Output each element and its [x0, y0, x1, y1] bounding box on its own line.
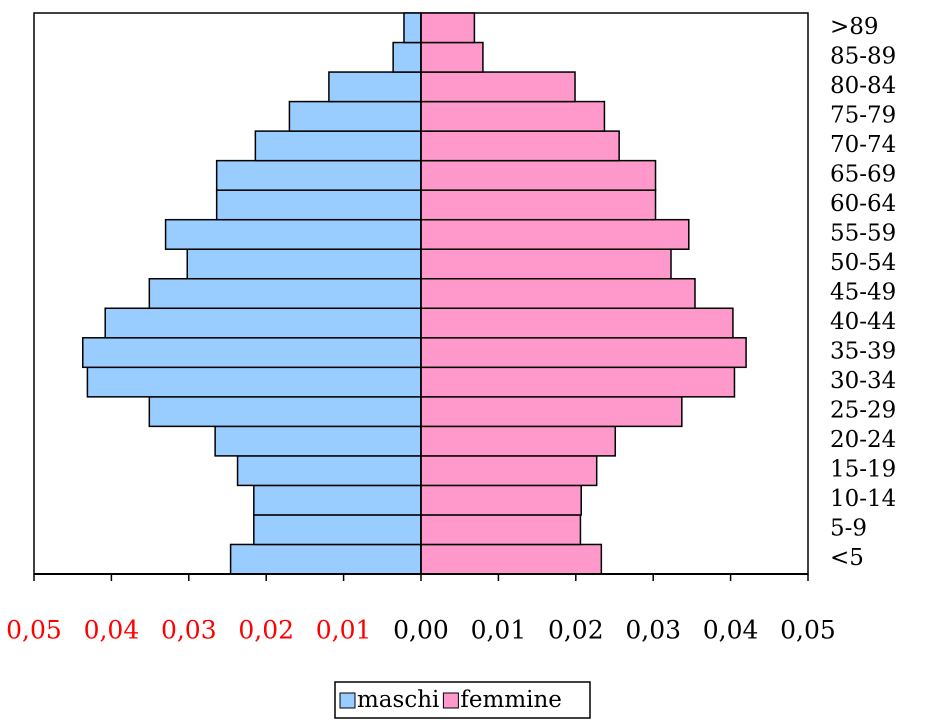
bar: [420, 277, 696, 310]
category-label: 20-24: [830, 427, 896, 453]
legend-swatch: [339, 692, 356, 709]
bar: [420, 307, 734, 339]
category-label: 60-64: [830, 191, 896, 217]
category-label: 5-9: [830, 516, 867, 542]
bar: [82, 337, 422, 369]
bar: [420, 159, 657, 191]
bar: [148, 396, 422, 428]
bar: [420, 100, 606, 132]
bar: [420, 337, 747, 369]
bar: [148, 277, 422, 310]
x-tick-label: 0,03: [625, 616, 681, 645]
bar: [254, 130, 422, 162]
bar: [420, 218, 690, 250]
category-label: 45-49: [830, 280, 896, 306]
bar: [86, 366, 422, 398]
x-tick-label: 0,02: [548, 616, 604, 645]
bar: [420, 543, 603, 575]
bar: [214, 425, 422, 457]
bar: [215, 189, 422, 221]
bar: [288, 100, 422, 132]
bar: [253, 484, 422, 516]
category-label: 35-39: [830, 339, 896, 365]
bar: [420, 71, 576, 103]
x-tick-label: 0,01: [316, 616, 372, 645]
x-tick-label: 0,03: [161, 616, 217, 645]
bar: [420, 514, 582, 546]
bar: [229, 543, 422, 575]
bar: [420, 396, 683, 428]
bar: [420, 189, 657, 221]
bar: [236, 455, 422, 487]
x-tick-label: 0,04: [84, 616, 140, 645]
category-label: 15-19: [830, 457, 896, 483]
category-label: 10-14: [830, 486, 896, 512]
bar: [392, 41, 422, 73]
bar: [420, 484, 582, 516]
bar: [164, 218, 422, 250]
category-label: 70-74: [830, 132, 896, 158]
bar: [104, 307, 422, 339]
bar: [403, 12, 422, 44]
x-tick-label: 0,04: [703, 616, 759, 645]
bar: [215, 159, 422, 191]
x-tick-label: 0,01: [471, 616, 527, 645]
category-label: 65-69: [830, 161, 896, 187]
bar: [186, 248, 422, 280]
bar: [420, 41, 484, 73]
legend-box: [334, 681, 591, 719]
category-label: 30-34: [830, 368, 896, 394]
category-label: 50-54: [830, 250, 896, 276]
category-label: 25-29: [830, 398, 896, 424]
bar: [420, 12, 476, 44]
legend-label: femmine: [460, 687, 562, 713]
x-tick-label: 0,05: [780, 616, 836, 645]
x-tick-label: 0,02: [238, 616, 294, 645]
category-label: 80-84: [830, 73, 896, 99]
bar: [420, 130, 620, 162]
category-label: <5: [830, 545, 864, 571]
x-tick-label: 0,00: [393, 616, 449, 645]
bar: [420, 366, 736, 398]
category-label: 55-59: [830, 220, 896, 246]
bar: [420, 455, 598, 487]
category-label: 40-44: [830, 309, 896, 335]
x-tick-label: 0,05: [6, 616, 62, 645]
bar: [420, 248, 672, 280]
category-label: >89: [830, 14, 879, 40]
category-label: 85-89: [830, 43, 896, 69]
legend-swatch: [442, 692, 459, 709]
bar: [420, 425, 617, 457]
bar: [253, 514, 422, 546]
bar: [328, 71, 422, 103]
legend-label: maschi: [357, 687, 439, 713]
category-label: 75-79: [830, 102, 896, 128]
